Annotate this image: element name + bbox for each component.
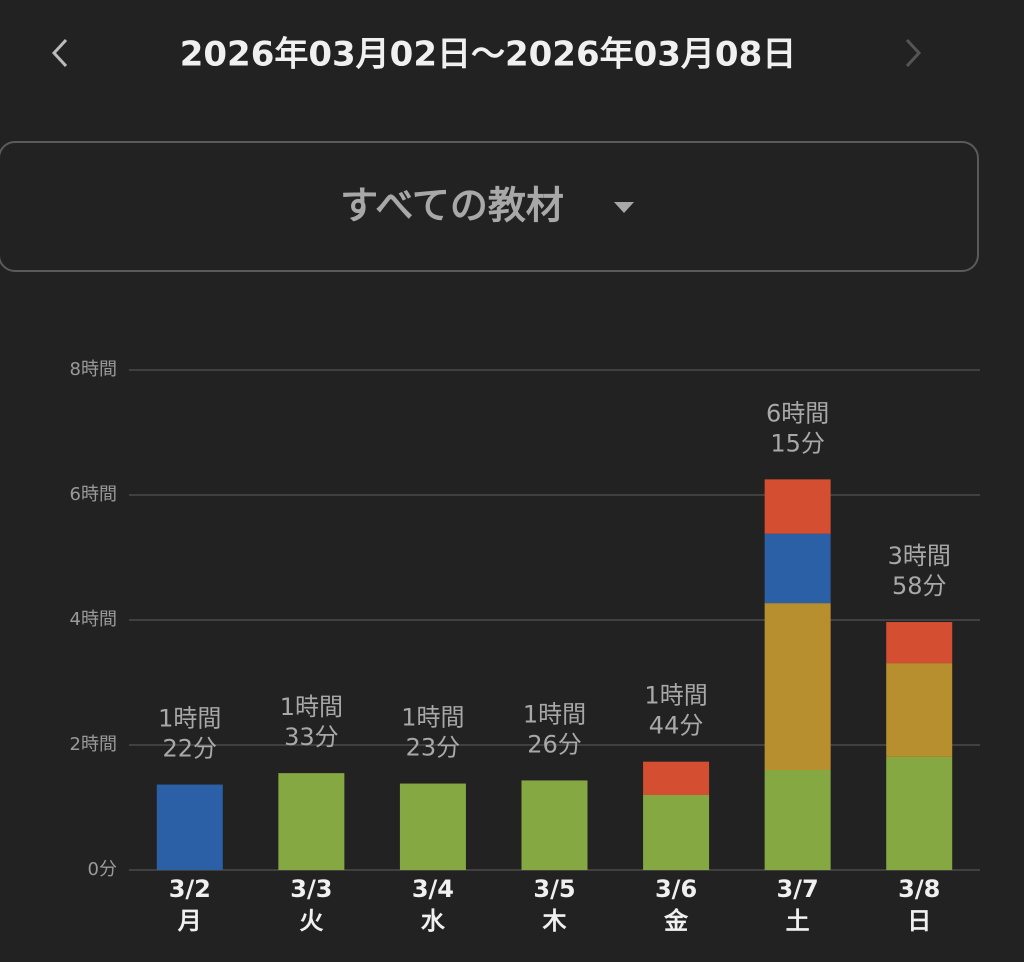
bar-segment [764,603,831,770]
total-label: 23分 [406,734,461,762]
weekday-label: 火 [299,907,323,935]
weekday-label: 日 [907,907,931,935]
y-tick-label: 8時間 [70,359,117,380]
y-tick-label: 4時間 [70,609,117,630]
total-label: 1時間 [523,700,586,728]
x-tick-label: 3/3 [290,875,332,903]
total-label: 1時間 [280,693,343,721]
total-label: 1時間 [644,682,707,710]
total-label: 33分 [284,723,339,751]
total-label: 15分 [770,429,825,457]
bar-segment [278,773,345,870]
bar-segment [886,663,953,757]
y-tick-label: 2時間 [70,734,117,755]
bar-segment [643,795,710,870]
total-label: 26分 [527,730,582,758]
weekday-label: 土 [786,907,810,935]
x-tick-label: 3/8 [898,875,940,903]
weekday-label: 月 [177,907,202,935]
bar-segment [399,783,466,870]
filter-label: すべての教材 [340,184,564,228]
x-tick-label: 3/6 [655,875,697,903]
bar-segment [886,756,953,870]
total-label: 3時間 [888,542,951,570]
bar-segment [521,780,588,870]
y-tick-label: 0分 [88,859,117,880]
dropdown-arrow [614,202,634,213]
total-label: 22分 [163,735,218,763]
y-tick-label: 6時間 [70,484,117,505]
prev-week[interactable] [51,38,68,68]
next-week[interactable] [905,38,922,68]
total-label: 1時間 [401,704,464,732]
x-tick-label: 3/2 [169,875,211,903]
weekday-label: 木 [542,907,568,935]
bar-segment [764,479,831,534]
chart: 0分2時間4時間6時間8時間1時間22分3/2月1時間33分3/3火1時間23分… [70,359,980,935]
total-label: 1時間 [158,705,221,733]
weekday-label: 金 [663,907,689,935]
filter-dropdown[interactable] [0,141,979,272]
date-range: 2026年03月02日〜2026年03月08日 [180,35,797,75]
total-label: 58分 [892,572,947,600]
bar-segment [643,761,710,795]
weekday-label: 水 [421,907,446,935]
total-label: 6時間 [766,399,829,427]
x-tick-label: 3/4 [412,875,454,903]
total-label: 44分 [649,712,704,740]
bar-segment [156,784,223,870]
bar-segment [764,770,831,870]
bar-segment [886,622,953,664]
bar-segment [764,533,831,604]
x-tick-label: 3/5 [533,875,575,903]
x-tick-label: 3/7 [777,875,819,903]
